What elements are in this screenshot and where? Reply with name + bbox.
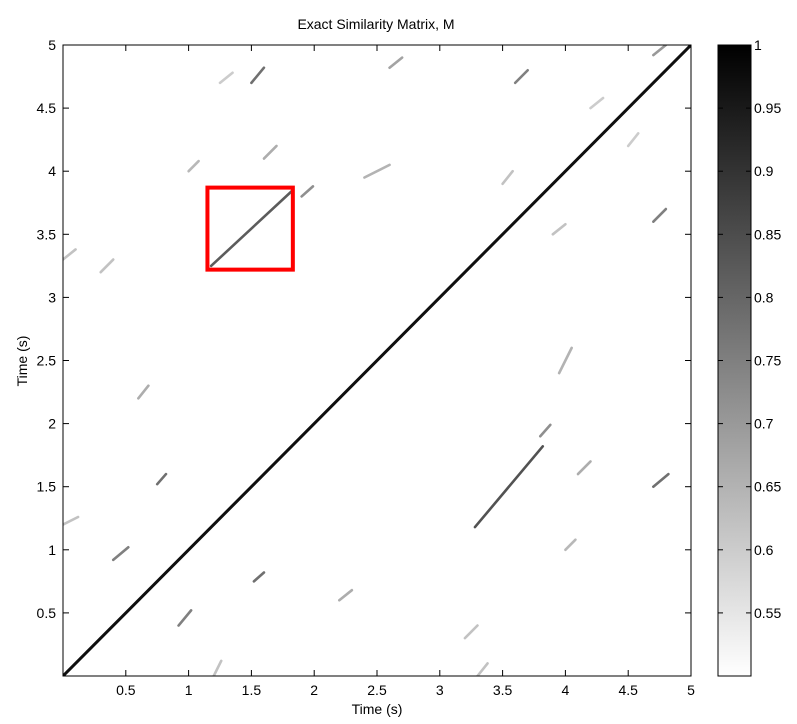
similarity-stripe <box>652 207 668 223</box>
similarity-stripe <box>63 515 80 526</box>
colorbar-tick-label: 0.7 <box>754 416 774 432</box>
similarity-stripe <box>626 132 640 148</box>
colorbar-tick-label: 0.95 <box>754 100 781 116</box>
similarity-stripe <box>218 71 234 85</box>
similarity-stripe <box>538 423 552 438</box>
colorbar-tick-label: 0.65 <box>754 479 781 495</box>
x-tick-label: 2.5 <box>367 682 387 698</box>
colorbar-ticks: 0.55 0.6 0.65 0.7 0.75 0.8 0.85 0.9 0.95 1 <box>718 37 781 621</box>
colorbar-tick-label: 0.85 <box>754 226 781 242</box>
similarity-stripe <box>476 662 489 676</box>
y-tick-label: 2 <box>48 416 56 432</box>
x-tick-label: 4 <box>562 682 570 698</box>
similarity-stripe <box>551 222 567 236</box>
y-tick-label: 3 <box>48 289 56 305</box>
y-tick-label: 1.5 <box>37 479 57 495</box>
diagonal-line <box>63 45 691 676</box>
similarity-stripe <box>338 588 354 602</box>
y-tick-label: 1 <box>48 542 56 558</box>
similarity-stripe <box>557 346 573 375</box>
y-axis-label: Time (s) <box>14 336 30 387</box>
similarity-stripe <box>564 538 577 552</box>
x-tick-label: 2 <box>310 682 318 698</box>
y-tick-label: 3.5 <box>37 226 57 242</box>
x-tick-label: 0.5 <box>116 682 136 698</box>
similarity-stripe <box>209 188 295 268</box>
chart-title: Exact Similarity Matrix, M <box>297 16 454 32</box>
colorbar-tick-label: 0.6 <box>754 542 774 558</box>
x-tick-label: 3 <box>436 682 444 698</box>
similarity-stripe <box>63 248 77 261</box>
off-diagonal-stripes <box>63 45 670 676</box>
similarity-stripe <box>652 472 670 489</box>
y-tick-label: 4 <box>48 163 56 179</box>
colorbar-tick-label: 0.9 <box>754 163 774 179</box>
similarity-stripe <box>252 571 266 583</box>
similarity-stripe <box>576 460 592 476</box>
colorbar: 0.55 0.6 0.65 0.7 0.75 0.8 0.85 0.9 0.95 1 <box>717 37 781 677</box>
y-axis-ticks: 0.5 1 1.5 2 2.5 3 3.5 4 4.5 5 <box>37 37 691 621</box>
plot-area: 0.5 1 1.5 2 2.5 3 3.5 4 4.5 5 0.5 1 1.5 2 2.5 3 3.5 4 4.5… <box>37 37 696 698</box>
similarity-stripe <box>652 45 668 57</box>
x-axis-label: Time (s) <box>352 701 403 717</box>
highlight-box <box>205 185 295 272</box>
x-tick-label: 4.5 <box>618 682 638 698</box>
similarity-stripe <box>155 472 168 486</box>
similarity-stripe <box>501 169 514 186</box>
x-tick-label: 1.5 <box>242 682 262 698</box>
similarity-stripe <box>300 185 315 198</box>
similarity-stripe <box>589 96 605 110</box>
similarity-stripe <box>177 609 193 627</box>
similarity-stripe <box>388 56 404 70</box>
x-tick-label: 3.5 <box>493 682 513 698</box>
similarity-stripe <box>99 258 115 274</box>
colorbar-tick-label: 1 <box>754 37 762 53</box>
y-tick-label: 4.5 <box>37 100 57 116</box>
main-diagonal <box>63 45 691 676</box>
highlight-box-group <box>205 185 295 272</box>
colorbar-tick-label: 0.55 <box>754 605 781 621</box>
similarity-stripe <box>513 68 530 85</box>
x-tick-label: 5 <box>687 682 695 698</box>
similarity-stripe <box>137 384 150 400</box>
colorbar-tick-label: 0.8 <box>754 289 774 305</box>
similarity-stripe <box>187 159 200 173</box>
similarity-stripe <box>473 445 545 529</box>
x-tick-label: 1 <box>185 682 193 698</box>
y-tick-label: 2.5 <box>37 353 57 369</box>
colorbar-tick-label: 0.75 <box>754 353 781 369</box>
similarity-stripe <box>463 624 479 640</box>
similarity-stripe <box>250 66 266 85</box>
y-tick-label: 5 <box>48 37 56 53</box>
similarity-stripe <box>111 545 130 562</box>
y-tick-label: 0.5 <box>37 605 57 621</box>
similarity-stripe <box>262 144 278 160</box>
similarity-stripe <box>363 163 391 179</box>
similarity-stripe <box>212 659 223 676</box>
x-axis-ticks: 0.5 1 1.5 2 2.5 3 3.5 4 4.5 5 <box>116 45 695 698</box>
